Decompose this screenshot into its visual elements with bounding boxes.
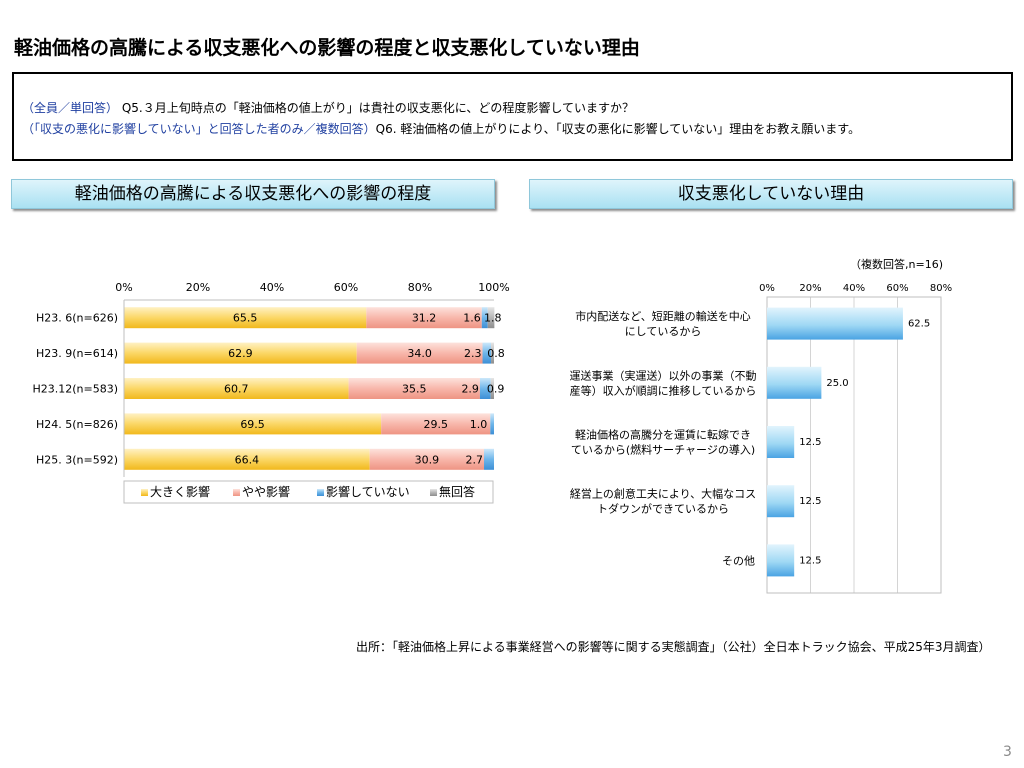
legend-swatch (233, 489, 240, 496)
legend-label: 影響していない (326, 484, 410, 499)
right-data-label: 25.0 (826, 378, 848, 389)
left-bar-segment (124, 413, 382, 435)
question-box: （全員／単回答） Q5.３月上旬時点の「軽油価格の値上がり」は貴社の収支悪化に、… (12, 72, 1013, 161)
left-chart-header: 軽油価格の高騰による収支悪化への影響の程度 (11, 179, 495, 209)
left-bar-segment (490, 378, 494, 399)
right-bar (767, 544, 795, 577)
question-q5-tag: （全員／単回答） (22, 101, 119, 115)
page-title: 軽油価格の高騰による収支悪化への影響の程度と収支悪化していない理由 (14, 37, 640, 59)
legend-swatch (141, 489, 148, 496)
right-category-label: 市内配送など、短距離の輸送を中心 (575, 309, 750, 323)
right-category-label: ているから(燃料サーチャージの導入) (571, 443, 755, 457)
left-bar-segment (124, 378, 349, 399)
left-x-tick-label: 80% (408, 281, 432, 294)
right-bar (767, 426, 795, 458)
right-bar (767, 307, 903, 340)
left-category-label: H25. 3(n=592) (36, 453, 118, 466)
question-q5: （全員／単回答） Q5.３月上旬時点の「軽油価格の値上がり」は貴社の収支悪化に、… (22, 98, 1003, 119)
right-chart-note: （複数回答,n=16) (850, 257, 943, 271)
left-data-label: 66.4 (235, 453, 260, 466)
right-category-label: 運送事業（実運送）以外の事業（不動 (570, 368, 757, 382)
right-bar-chart: （複数回答,n=16) 0% 20% 40% 60% 80% 62.5 市内配送など、短距離の… (570, 257, 952, 594)
left-bar-segment (124, 307, 367, 329)
left-bar-segment (381, 413, 491, 435)
question-q5-text: Q5.３月上旬時点の「軽油価格の値上がり」は貴社の収支悪化に、どの程度影響してい… (121, 101, 635, 115)
right-x-tick-label: 40% (843, 283, 865, 294)
left-bar-segment (487, 307, 495, 329)
legend-label: 大きく影響 (150, 484, 210, 499)
legend-swatch (430, 489, 437, 496)
left-bar-segment (481, 307, 488, 329)
right-bar (767, 366, 822, 399)
left-bar-segment (348, 378, 480, 399)
left-bar-segment (490, 413, 494, 435)
right-x-tick-label: 0% (759, 283, 775, 294)
right-category-label: 経営上の創意工夫により、大幅なコス (570, 487, 756, 501)
left-data-label: 60.7 (224, 383, 249, 396)
right-category-label: 産等）収入が順調に推移しているから (570, 383, 757, 397)
right-data-label: 12.5 (799, 555, 821, 566)
left-data-label: 2.9 (461, 383, 479, 396)
left-bar-segment (366, 307, 482, 329)
left-bar-segment (124, 342, 357, 364)
left-data-label: 2.7 (466, 453, 484, 466)
left-data-label: 62.9 (228, 347, 253, 360)
legend-box (123, 480, 494, 504)
source-note: 出所：「軽油価格上昇による事業経営への影響等に関する実態調査」（公社）全日本トラ… (356, 640, 991, 654)
legend-swatch (317, 489, 324, 496)
left-bar-segment (356, 342, 483, 364)
question-q6-text: Q6. 軽油価格の値上がりにより、「収支の悪化に影響していない」理由をお教え願い… (375, 122, 861, 136)
right-data-label: 12.5 (799, 496, 821, 507)
left-bar-segment (482, 342, 492, 364)
legend-label: 無回答 (439, 484, 475, 499)
left-category-label: H23. 6(n=626) (36, 312, 118, 325)
left-category-label: H24. 5(n=826) (36, 418, 118, 431)
left-data-label: 2.3 (464, 347, 482, 360)
left-bar-segment (479, 378, 491, 399)
left-bar-segment (491, 342, 494, 364)
right-category-label: その他 (722, 554, 755, 567)
left-category-label: H23.12(n=583) (32, 383, 118, 396)
page-number: 3 (1003, 744, 1012, 760)
left-data-label: 69.5 (240, 418, 265, 431)
right-x-tick-label: 80% (930, 283, 952, 294)
right-x-tick-label: 20% (799, 283, 821, 294)
question-q6-tag: （「収支の悪化に影響していない」と回答した者のみ／複数回答） (22, 122, 376, 136)
left-x-tick-label: 40% (260, 281, 284, 294)
left-data-label: 31.2 (412, 312, 437, 325)
legend-label: やや影響 (242, 484, 290, 499)
right-data-label: 62.5 (908, 319, 930, 330)
left-data-label: 30.9 (415, 453, 440, 466)
right-data-label: 12.5 (799, 437, 821, 448)
left-data-label: 65.5 (233, 312, 258, 325)
left-bar-segment (484, 448, 494, 470)
right-x-tick-label: 60% (886, 283, 908, 294)
left-stacked-bar-chart: 0% 20% 40% 60% 80% 100% H23. 6(n=626) 65.5 31.2 1… (32, 281, 510, 504)
right-category-label: にしているから (625, 325, 702, 338)
left-data-label: 0.8 (487, 347, 505, 360)
left-data-label: 0.9 (487, 383, 505, 396)
left-x-tick-label: 20% (186, 281, 210, 294)
left-data-label: 29.5 (423, 418, 448, 431)
left-data-label: 1.0 (470, 418, 488, 431)
right-category-label: トダウンができているから (597, 502, 729, 516)
left-x-tick-label: 0% (115, 281, 132, 294)
left-bar-segment (124, 448, 370, 470)
left-category-label: H23. 9(n=614) (36, 347, 118, 360)
left-data-label: 35.5 (402, 383, 427, 396)
left-data-label: 1.8 (484, 312, 502, 325)
question-q6: （「収支の悪化に影響していない」と回答した者のみ／複数回答）Q6. 軽油価格の値… (22, 119, 1003, 140)
right-chart-header: 収支悪化していない理由 (529, 179, 1013, 209)
left-legend: 大きく影響 やや影響 影響していない 無回答 (123, 480, 494, 504)
left-x-tick-label: 100% (478, 281, 509, 294)
left-bar-segment (369, 448, 485, 470)
left-x-tick-label: 60% (334, 281, 358, 294)
left-data-label: 1.6 (463, 312, 481, 325)
left-data-label: 34.0 (407, 347, 432, 360)
right-bar (767, 485, 795, 518)
right-category-label: 軽油価格の高騰分を運賃に転嫁でき (575, 428, 751, 442)
